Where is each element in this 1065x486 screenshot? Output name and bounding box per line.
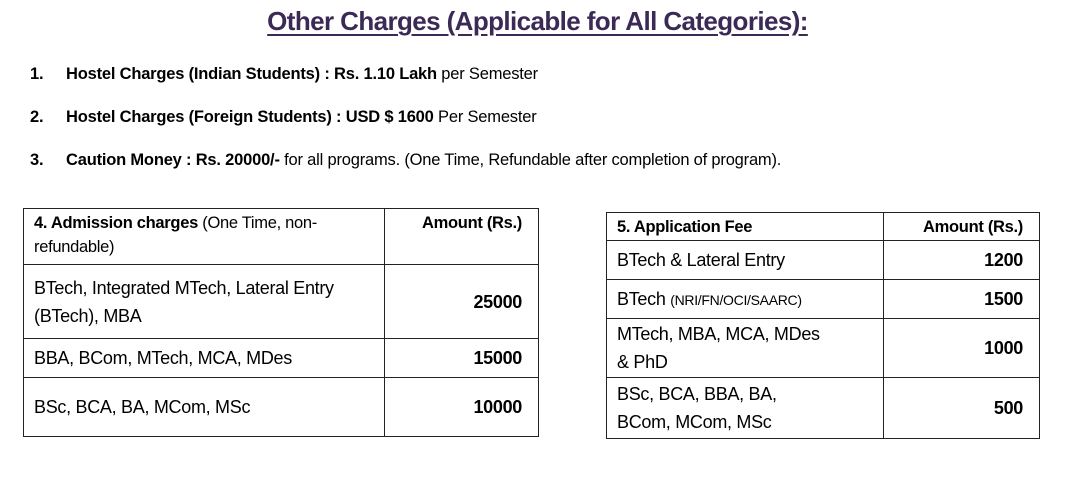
header-bold: 4. Admission charges: [34, 214, 198, 232]
amount-cell: 10000: [384, 377, 539, 437]
amount-cell: 1200: [883, 240, 1040, 280]
table-row: BTech, Integrated MTech, Lateral Entry (…: [23, 264, 539, 339]
header-note: (One Time, non-refundable): [34, 214, 317, 256]
header-program: 5. Application Fee: [606, 212, 884, 241]
table-row: BTech (NRI/FN/OCI/SAARC) 1500: [606, 279, 1040, 319]
table-row: BSc, BCA, BA, MCom, MSc 10000: [23, 377, 539, 437]
amount-cell: 1000: [883, 318, 1040, 378]
page-title: Other Charges (Applicable for All Catego…: [267, 6, 808, 36]
item-suffix: per Semester: [441, 65, 538, 83]
table-header: 4. Admission charges (One Time, non-refu…: [23, 208, 539, 265]
amount-cell: 15000: [384, 338, 539, 378]
program-cell: BTech & Lateral Entry: [606, 240, 884, 280]
program-cell: BTech, Integrated MTech, Lateral Entry (…: [23, 264, 385, 339]
item-label: Hostel Charges (Indian Students) :: [66, 65, 330, 83]
program-cell: BSc, BCA, BA, MCom, MSc: [23, 377, 385, 437]
program-text: MTech, MBA, MCA, MDes & PhD: [617, 324, 820, 372]
item-value: Rs. 20000/-: [195, 151, 280, 169]
program-text: BTech: [617, 288, 666, 309]
application-fee-table: 5. Application Fee Amount (Rs.) BTech & …: [606, 212, 1040, 439]
program-cell: BSc, BCA, BBA, BA, BCom, MCom, MSc: [606, 377, 884, 439]
item-number: 3.: [30, 151, 44, 169]
table-row: BSc, BCA, BBA, BA, BCom, MCom, MSc 500: [606, 377, 1040, 439]
item-value: Rs. 1.10 Lakh: [334, 65, 437, 83]
amount-cell: 1500: [883, 279, 1040, 319]
header-amount: Amount (Rs.): [384, 208, 539, 265]
table-row: BTech & Lateral Entry 1200: [606, 240, 1040, 280]
list-item-hostel-indian: 1. Hostel Charges (Indian Students) : Rs.…: [30, 65, 538, 84]
program-cell: MTech, MBA, MCA, MDes & PhD: [606, 318, 884, 378]
item-suffix: Per Semester: [438, 108, 537, 126]
program-text: BSc, BCA, BBA, BA, BCom, MCom, MSc: [617, 384, 777, 432]
program-cell: BBA, BCom, MTech, MCA, MDes: [23, 338, 385, 378]
item-number: 2.: [30, 108, 44, 126]
item-number: 1.: [30, 65, 44, 83]
item-value: USD $ 1600: [345, 108, 434, 126]
admission-charges-table: 4. Admission charges (One Time, non-refu…: [23, 208, 539, 437]
amount-cell: 25000: [384, 264, 539, 339]
table-row: MTech, MBA, MCA, MDes & PhD 1000: [606, 318, 1040, 378]
item-label: Hostel Charges (Foreign Students) :: [66, 108, 342, 126]
list-item-caution-money: 3. Caution Money : Rs. 20000/- for all pr…: [30, 151, 781, 170]
table-row: BBA, BCom, MTech, MCA, MDes 15000: [23, 338, 539, 378]
item-label: Caution Money :: [66, 151, 192, 169]
program-note: (NRI/FN/OCI/SAARC): [670, 291, 802, 308]
header-program: 4. Admission charges (One Time, non-refu…: [23, 208, 385, 265]
item-suffix: for all programs. (One Time, Refundable …: [284, 151, 782, 169]
program-text: BTech & Lateral Entry: [617, 250, 785, 270]
header-amount: Amount (Rs.): [883, 212, 1040, 241]
amount-cell: 500: [883, 377, 1040, 439]
program-cell: BTech (NRI/FN/OCI/SAARC): [606, 279, 884, 319]
table-header: 5. Application Fee Amount (Rs.): [606, 212, 1040, 241]
list-item-hostel-foreign: 2. Hostel Charges (Foreign Students) : US…: [30, 108, 537, 127]
